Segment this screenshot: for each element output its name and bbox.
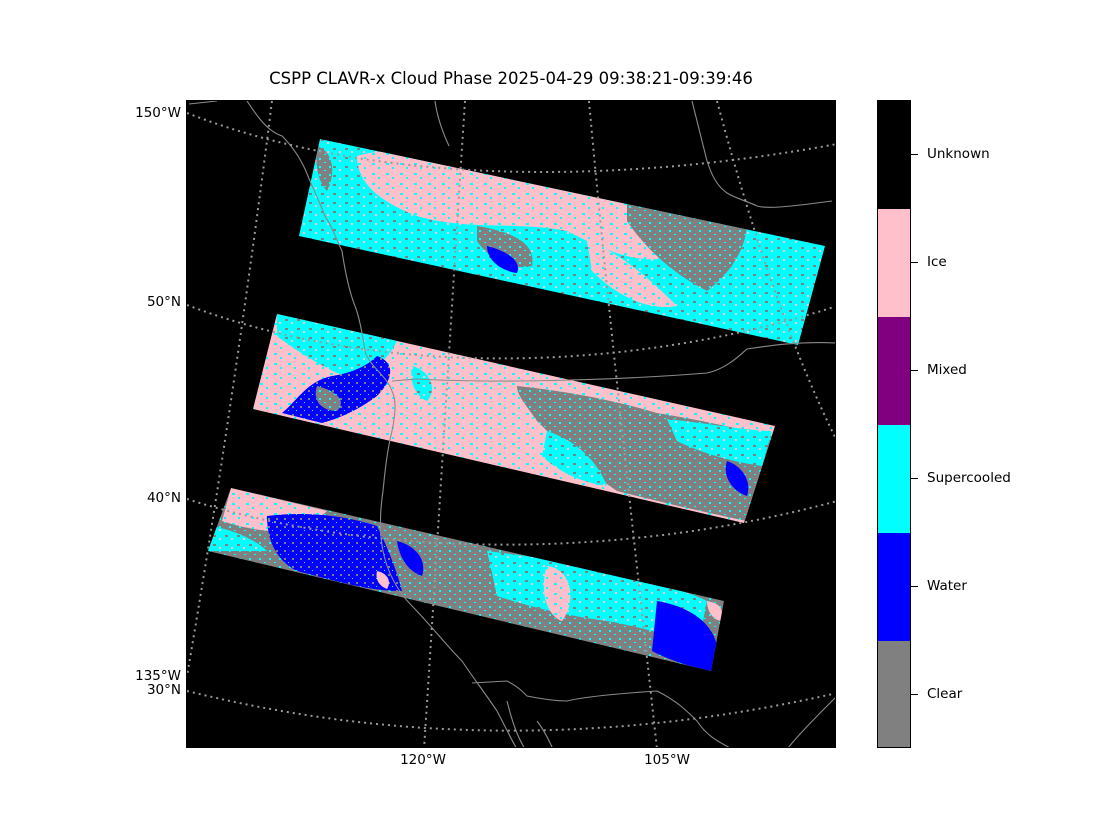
- colorbar-label-ice: Ice: [927, 254, 947, 270]
- colorbar-label-supercooled: Supercooled: [927, 470, 1011, 486]
- colorbar-label-clear: Clear: [927, 686, 963, 702]
- colorbar-segment-supercooled: [878, 425, 910, 533]
- lat-label-40n: 40°N: [146, 490, 181, 506]
- swath-north: [299, 139, 825, 345]
- colorbar-segment-ice: [878, 209, 910, 317]
- colorbar-label-water: Water: [927, 578, 967, 594]
- swath-middle: [253, 314, 775, 523]
- map-canvas: [187, 101, 835, 747]
- graticule: [187, 101, 835, 747]
- colorbar-label-unknown: Unknown: [927, 146, 990, 162]
- lat-label-50n: 50°N: [146, 294, 181, 310]
- lat-label-135w: 135°W: [135, 668, 181, 684]
- colorbar-tick: [911, 370, 918, 371]
- lat-label-30n: 30°N: [146, 682, 181, 698]
- map-title: CSPP CLAVR-x Cloud Phase 2025-04-29 09:3…: [269, 69, 753, 88]
- colorbar-tick: [911, 478, 918, 479]
- lat-label-150w: 150°W: [135, 105, 181, 121]
- colorbar-tick: [911, 154, 918, 155]
- colorbar: [877, 100, 911, 748]
- colorbar-segment-water: [878, 533, 910, 641]
- colorbar-segment-mixed: [878, 317, 910, 425]
- colorbar-tick: [911, 694, 918, 695]
- colorbar-label-mixed: Mixed: [927, 362, 967, 378]
- colorbar-segment-clear: [878, 641, 910, 747]
- colorbar-tick: [911, 586, 918, 587]
- lon-label-105w: 105°W: [644, 752, 690, 768]
- swath-south: [208, 488, 724, 671]
- coastlines: [188, 101, 835, 747]
- map-panel: [186, 100, 836, 748]
- colorbar-segment-unknown: [878, 101, 910, 209]
- lon-label-120w: 120°W: [400, 752, 446, 768]
- colorbar-tick: [911, 262, 918, 263]
